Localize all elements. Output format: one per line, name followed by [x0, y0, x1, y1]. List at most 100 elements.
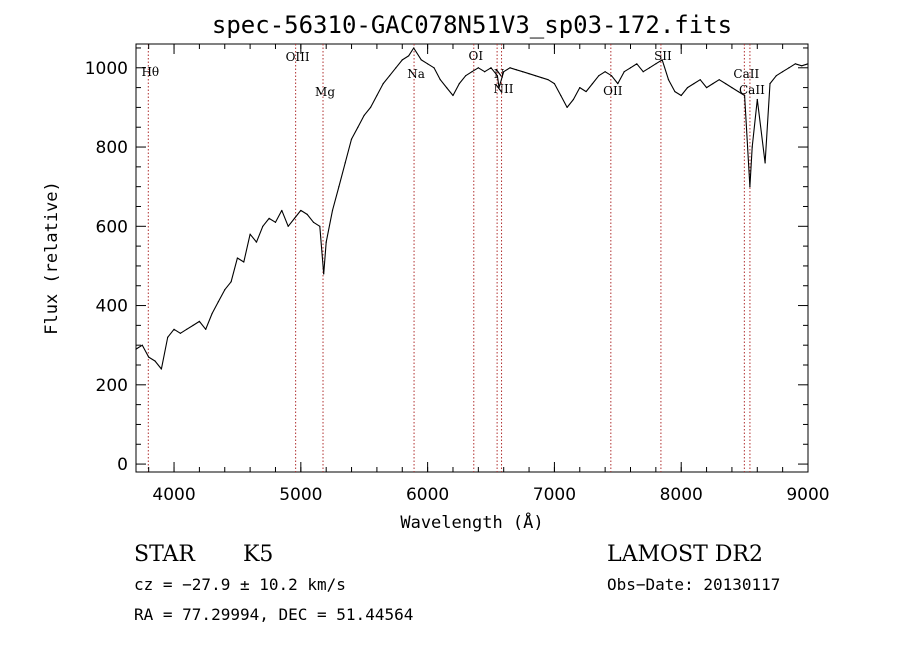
data-point	[553, 83, 556, 85]
spectrum-series	[135, 47, 809, 370]
data-point	[255, 241, 258, 243]
data-point	[496, 75, 498, 77]
data-point	[471, 71, 473, 73]
data-point	[319, 225, 321, 227]
data-point	[623, 71, 625, 73]
data-point	[769, 83, 771, 85]
data-point	[528, 73, 530, 75]
data-point	[344, 162, 346, 164]
data-point	[357, 126, 359, 128]
data-point	[693, 83, 695, 85]
spectrum-line-0	[135, 47, 809, 370]
data-point	[534, 75, 536, 77]
data-point	[636, 63, 638, 65]
y-tick-label: 1000	[85, 59, 128, 79]
x-tick-label: 9000	[786, 485, 829, 505]
data-point	[775, 75, 777, 77]
data-point	[331, 209, 334, 212]
data-point	[388, 75, 391, 77]
data-point	[173, 328, 175, 330]
data-point	[801, 65, 803, 67]
line-marker-label: Hθ	[141, 65, 159, 79]
data-point	[541, 77, 543, 79]
data-point	[323, 273, 325, 275]
data-point	[751, 146, 753, 148]
data-point	[427, 63, 429, 65]
plot-frame	[135, 43, 809, 473]
line-marker-label: CaII	[739, 83, 765, 97]
data-point	[807, 63, 809, 65]
data-point	[439, 79, 441, 81]
data-point	[230, 281, 232, 283]
data-point	[300, 209, 302, 212]
x-tick-label: 8000	[660, 485, 703, 505]
line-marker-label: SII	[654, 49, 672, 63]
chart-title: spec-56310-GAC078N51V3_sp03-172.fits	[212, 11, 732, 39]
data-point	[217, 300, 220, 303]
data-point	[458, 83, 460, 85]
data-point	[744, 94, 746, 97]
object-class: STAR	[134, 542, 196, 567]
data-point	[617, 83, 619, 85]
data-point	[686, 86, 689, 89]
y-tick-label: 600	[96, 217, 128, 237]
data-point	[205, 328, 207, 330]
data-point	[731, 86, 733, 89]
data-point	[661, 59, 663, 61]
line-marker-label: Na	[407, 67, 425, 81]
data-point	[413, 47, 415, 49]
data-point	[363, 114, 365, 116]
data-point	[490, 67, 492, 69]
data-point	[274, 221, 277, 223]
data-point	[712, 83, 714, 85]
y-tick-label: 800	[96, 138, 128, 158]
data-point	[369, 106, 372, 109]
data-point	[401, 59, 403, 61]
data-point	[610, 75, 613, 77]
data-point	[585, 90, 587, 93]
observation-date: Obs−Date: 20130117	[607, 575, 780, 594]
data-point	[572, 98, 575, 101]
data-point	[179, 332, 181, 334]
data-point	[515, 69, 517, 71]
line-marker-label: CaII	[733, 67, 759, 81]
data-point	[350, 138, 353, 140]
data-point	[522, 71, 524, 73]
data-point	[198, 320, 200, 323]
data-point	[547, 79, 549, 81]
data-point	[749, 186, 751, 188]
data-point	[648, 67, 651, 69]
object-subclass: K5	[243, 542, 273, 567]
data-point	[655, 63, 657, 65]
line-marker-label: Mg	[315, 85, 335, 99]
data-point	[211, 312, 213, 315]
x-axis: 4000 5000 6000 7000 8000 9000	[148, 44, 830, 505]
data-point	[408, 55, 410, 57]
data-point	[498, 86, 500, 89]
data-point	[629, 67, 632, 69]
data-point	[503, 71, 505, 73]
data-point	[186, 328, 188, 330]
x-tick-label: 6000	[406, 485, 449, 505]
data-point	[452, 94, 454, 97]
data-point	[794, 63, 796, 65]
data-point	[560, 94, 562, 97]
y-tick-label: 400	[96, 297, 128, 317]
line-marker-label: OII	[603, 84, 623, 98]
x-tick-label: 7000	[533, 485, 576, 505]
data-point	[705, 86, 708, 89]
data-point	[420, 59, 422, 61]
data-point	[756, 98, 758, 101]
data-point	[566, 106, 568, 109]
data-point	[737, 90, 739, 93]
x-tick-label: 4000	[152, 485, 195, 505]
data-point	[718, 79, 720, 81]
x-tick-label: 5000	[279, 485, 322, 505]
line-marker-label: OI	[468, 49, 483, 63]
data-point	[382, 83, 384, 85]
data-point	[141, 344, 143, 346]
data-point	[667, 79, 670, 81]
data-point	[325, 241, 327, 243]
